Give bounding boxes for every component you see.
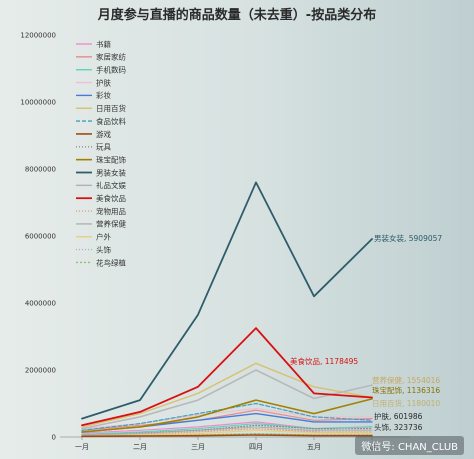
data-label: 日用百货, 1180010	[372, 398, 440, 408]
y-tick-label: 4000000	[25, 300, 56, 308]
axes: 0 2000000 4000000 6000000 8000000 10000000 120…	[20, 32, 410, 451]
legend-label: 头饰	[96, 244, 111, 254]
series-line	[81, 398, 373, 433]
legend-label: 美食饮品	[96, 193, 126, 203]
chart-title: 月度参与直播的商品数量（未去重）-按品类分布	[97, 7, 376, 23]
x-tick-label: 四月	[249, 443, 263, 451]
series-line	[81, 428, 373, 437]
y-tick-label: 2000000	[25, 367, 56, 375]
series-lines	[81, 181, 373, 438]
legend-label: 男装女装	[96, 167, 126, 177]
y-tick-label: 10000000	[20, 99, 56, 107]
series-line	[81, 434, 373, 438]
series-line	[81, 409, 373, 431]
series-line	[81, 423, 373, 435]
series-line	[81, 181, 373, 420]
legend-label: 日用百货	[96, 103, 126, 113]
legend-label: 户外	[96, 232, 111, 242]
y-tick-label: 0	[52, 434, 56, 442]
y-tick-label: 12000000	[20, 32, 56, 40]
series-line	[81, 429, 373, 437]
legend-label: 礼品文娱	[96, 180, 126, 190]
series-line	[81, 425, 373, 436]
series-line	[81, 362, 373, 428]
x-tick-label: 五月	[307, 443, 321, 451]
y-tick-label: 6000000	[25, 233, 56, 241]
legend-label: 家居家纺	[96, 52, 126, 62]
legend-label: 珠宝配饰	[96, 154, 126, 164]
x-tick-label: 三月	[191, 443, 205, 451]
data-label: 护肤, 601986	[374, 411, 423, 421]
legend-label: 手机数码	[96, 65, 126, 75]
data-label: 头饰, 323736	[374, 422, 423, 432]
legend-label: 食品饮料	[96, 116, 126, 126]
series-line	[81, 327, 373, 427]
legend-label: 彩妆	[96, 90, 111, 100]
watermark: 微信号: CHAN_CLUB	[355, 436, 464, 455]
legend-label: 游戏	[96, 129, 111, 139]
legend-label: 书籍	[96, 39, 111, 49]
legend-label: 花鸟绿植	[96, 257, 126, 267]
data-label: 男装女装, 5909057	[374, 233, 442, 243]
legend-label: 营养保健	[96, 219, 126, 229]
legend-label: 玩具	[96, 143, 111, 152]
x-tick-label: 一月	[75, 443, 89, 451]
legend: 书籍家居家纺手机数码护肤彩妆日用百货食品饮料游戏玩具珠宝配饰男装女装礼品文娱美食…	[76, 39, 126, 267]
data-label: 美食饮品, 1178495	[290, 356, 358, 366]
data-label: 营养保健, 1554016	[372, 375, 440, 385]
x-tick-label: 二月	[133, 443, 147, 451]
y-tick-label: 8000000	[25, 166, 56, 174]
legend-label: 宠物用品	[96, 206, 126, 216]
data-label: 珠宝配饰, 1136316	[372, 385, 440, 395]
legend-label: 护肤	[96, 77, 111, 87]
series-line	[81, 369, 373, 430]
end-labels: 男装女装, 5909057 美食饮品, 1178495 营养保健, 1554016珠…	[290, 233, 442, 432]
